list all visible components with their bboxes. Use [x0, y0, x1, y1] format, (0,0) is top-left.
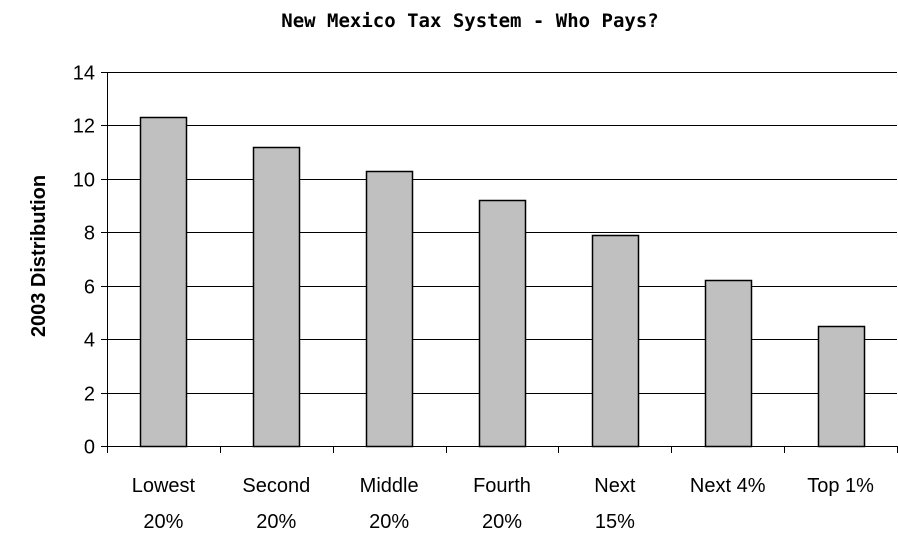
- bar: [365, 170, 414, 448]
- x-tick-label: Second 20%: [242, 475, 310, 533]
- x-tick-label-line: Lowest: [132, 475, 196, 497]
- y-tick-labels: 0 2 4 6 8 10 12 14: [73, 63, 95, 459]
- bar: [252, 146, 301, 448]
- x-tick-label: Next 15%: [594, 475, 636, 533]
- x-tick-label-line: 20%: [143, 511, 183, 533]
- y-tick-label: 4: [84, 330, 95, 352]
- x-tick-label: Fourth 20%: [473, 475, 531, 533]
- x-tick-label-line: Fourth: [473, 475, 531, 497]
- y-tick-label: 6: [84, 277, 95, 299]
- x-tick-label: Lowest 20%: [132, 475, 196, 533]
- x-tick-label: Middle 20%: [360, 475, 419, 533]
- bar: [704, 279, 753, 448]
- bar: [591, 234, 640, 448]
- x-tick-label-line: 20%: [256, 511, 296, 533]
- x-tick-label-line: Second: [242, 475, 310, 497]
- bar: [817, 325, 866, 448]
- bars: [139, 116, 866, 448]
- x-tick-label-line: Next 4%: [690, 475, 766, 497]
- y-tick-label: 10: [73, 170, 95, 192]
- x-tick-label: Next 4%: [690, 475, 766, 497]
- bar: [139, 116, 188, 448]
- x-tick-label-line: Middle: [360, 475, 419, 497]
- x-tick-label-line: Top 1%: [807, 475, 874, 497]
- y-tick-label: 8: [84, 223, 95, 245]
- y-axis-label: 2003 Distribution: [28, 175, 50, 337]
- chart-title: New Mexico Tax System - Who Pays?: [281, 10, 659, 32]
- x-tick-labels: Lowest 20% Second 20% Middle 20% Fourth 20% Next…: [132, 475, 874, 533]
- x-tick-label-line: 20%: [369, 511, 409, 533]
- y-tick-label: 14: [73, 63, 95, 85]
- x-tick-label-line: 15%: [595, 511, 635, 533]
- x-tick-label-line: 20%: [482, 511, 522, 533]
- bar: [478, 199, 527, 448]
- y-tick-label: 12: [73, 116, 95, 138]
- x-tick-label: Top 1%: [807, 475, 874, 497]
- y-tick-label: 2: [84, 384, 95, 406]
- y-tick-label: 0: [84, 437, 95, 459]
- x-tick-label-line: Next: [594, 475, 636, 497]
